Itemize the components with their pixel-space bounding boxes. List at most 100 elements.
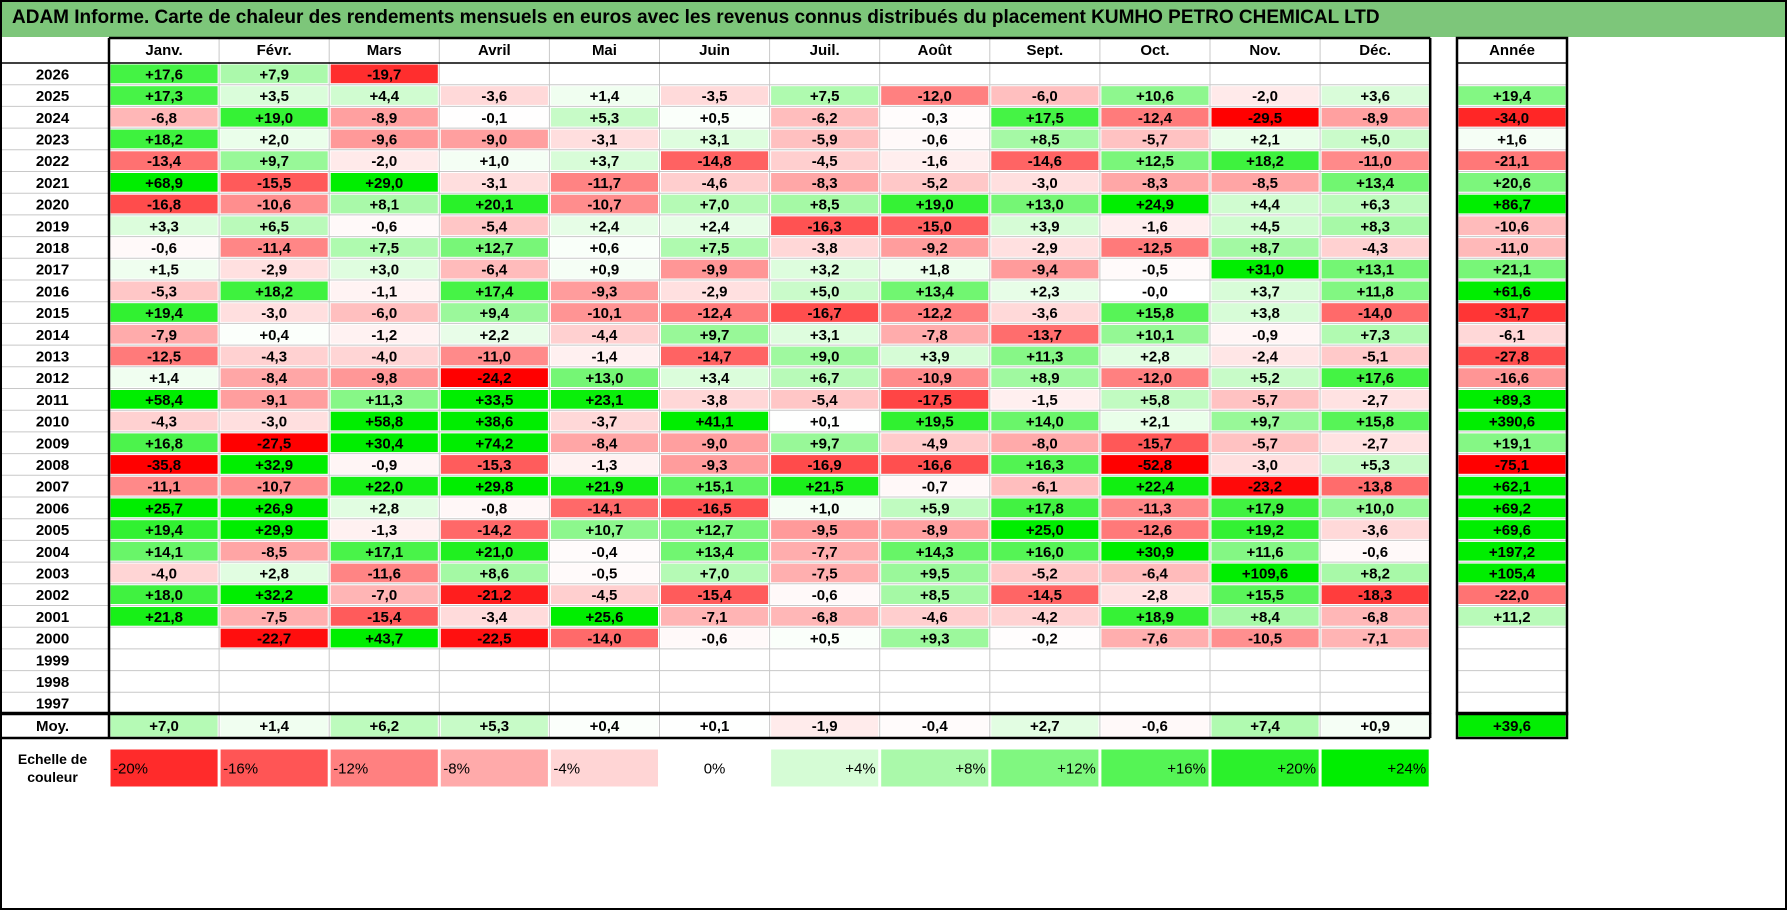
annual-value: +86,7 (1493, 197, 1531, 214)
heatmap-cell (991, 259, 1099, 279)
heatmap-cell (1321, 476, 1429, 496)
cell-value: +3,9 (920, 348, 950, 365)
year-label: 2007 (36, 479, 69, 496)
heatmap-cell (661, 238, 769, 257)
cell-value: -10,9 (918, 370, 952, 387)
average-cell (550, 714, 658, 737)
cell-value: -4,0 (151, 565, 177, 582)
cell-value: -4,5 (592, 587, 618, 604)
heatmap-cell (550, 86, 658, 105)
heatmap-cell (881, 346, 989, 366)
heatmap-cell (991, 411, 1099, 431)
annual-value: -11,0 (1495, 240, 1528, 257)
cell-value: -8,9 (1362, 110, 1388, 127)
cell-value: -9,1 (261, 392, 287, 409)
cell-value: -9,4 (1032, 262, 1059, 279)
heatmap-cell (991, 520, 1099, 539)
heatmap-cell (550, 455, 658, 474)
heatmap-cell (550, 216, 658, 236)
heatmap-cell (1211, 194, 1319, 214)
cell-value: -3,4 (481, 609, 508, 626)
annual-cell (1458, 86, 1566, 105)
cell-value: -12,2 (918, 305, 952, 322)
heatmap-cell (1321, 455, 1429, 474)
heatmap-cell (1321, 607, 1429, 626)
heatmap-cell (330, 498, 438, 518)
heatmap-cell (661, 628, 769, 648)
cell-value: -0,9 (371, 457, 397, 474)
cell-value: +7,3 (1360, 327, 1390, 344)
annual-header: Année (1489, 42, 1535, 59)
heatmap-cell (1211, 303, 1319, 322)
heatmap-cell (440, 411, 548, 431)
heatmap-cell (771, 303, 879, 322)
heatmap-cell (1101, 585, 1209, 604)
cell-value: -1,2 (371, 327, 397, 344)
cell-value: -12,4 (697, 305, 732, 322)
cell-value: +29,0 (365, 175, 403, 192)
cell-value: +8,5 (920, 587, 950, 604)
heatmap-cell (881, 281, 989, 301)
annual-cell (1458, 346, 1566, 366)
heatmap-cell (1211, 628, 1319, 648)
annual-value: +20,6 (1493, 175, 1531, 192)
heatmap-cell (771, 194, 879, 214)
cell-value: +19,0 (255, 110, 293, 127)
heatmap-cell (661, 303, 769, 322)
cell-value: -14,0 (587, 631, 621, 648)
cell-value: +18,2 (255, 283, 293, 300)
heatmap-cell (330, 390, 438, 409)
cell-value: +12,7 (696, 522, 734, 539)
cell-value: +2,1 (1140, 414, 1170, 431)
month-header: Juin (699, 42, 730, 59)
annual-cell (1458, 455, 1566, 474)
cell-value: +14,1 (145, 544, 183, 561)
title-bar: ADAM Informe. Carte de chaleur des rende… (0, 0, 1787, 37)
heatmap-cell (1101, 216, 1209, 236)
heatmap-cell (991, 238, 1099, 257)
heatmap-cell (220, 411, 328, 431)
heatmap-cell (440, 455, 548, 474)
heatmap-cell (550, 346, 658, 366)
heatmap-cell (220, 151, 328, 170)
heatmap-cell (110, 498, 218, 518)
heatmap-cell (771, 346, 879, 366)
cell-value: -7,6 (1142, 631, 1168, 648)
cell-value: -24,2 (477, 370, 511, 387)
cell-value: -2,9 (261, 262, 287, 279)
annual-value: +89,3 (1493, 392, 1531, 409)
cell-value: +21,5 (806, 479, 844, 496)
cell-value: +17,1 (365, 544, 403, 561)
heatmap-cell (330, 151, 438, 170)
cell-value: +21,9 (585, 479, 623, 496)
heatmap-cell (440, 151, 548, 170)
heatmap-cell (330, 455, 438, 474)
annual-cell (1458, 390, 1566, 409)
cell-value: +0,9 (590, 262, 620, 279)
annual-value: -75,1 (1495, 457, 1529, 474)
heatmap-cell (330, 64, 438, 84)
cell-value: -6,4 (1142, 565, 1169, 582)
cell-value: +3,7 (590, 153, 620, 170)
heatmap-cell (771, 368, 879, 387)
cell-value: -0,5 (1142, 262, 1168, 279)
cell-value: -15,3 (477, 457, 511, 474)
heatmap-cell (991, 368, 1099, 387)
annual-value: +11,2 (1493, 609, 1530, 626)
heatmap-cell (440, 476, 548, 496)
cell-value: -1,6 (1142, 218, 1168, 235)
cell-value: +9,7 (259, 153, 289, 170)
cell-value: -12,5 (1138, 240, 1172, 257)
year-label: 2022 (36, 153, 69, 170)
year-label: 1997 (36, 696, 69, 713)
heatmap-cell (330, 368, 438, 387)
heatmap-cell (110, 563, 218, 583)
heatmap-cell (991, 585, 1099, 604)
cell-value: -10,5 (1248, 631, 1282, 648)
heatmap-cell (771, 238, 879, 257)
annual-cell (1458, 303, 1566, 322)
average-value: +2,7 (1030, 718, 1060, 735)
cell-value: +33,5 (475, 392, 513, 409)
heatmap-cell (881, 455, 989, 474)
month-header: Août (918, 42, 952, 59)
